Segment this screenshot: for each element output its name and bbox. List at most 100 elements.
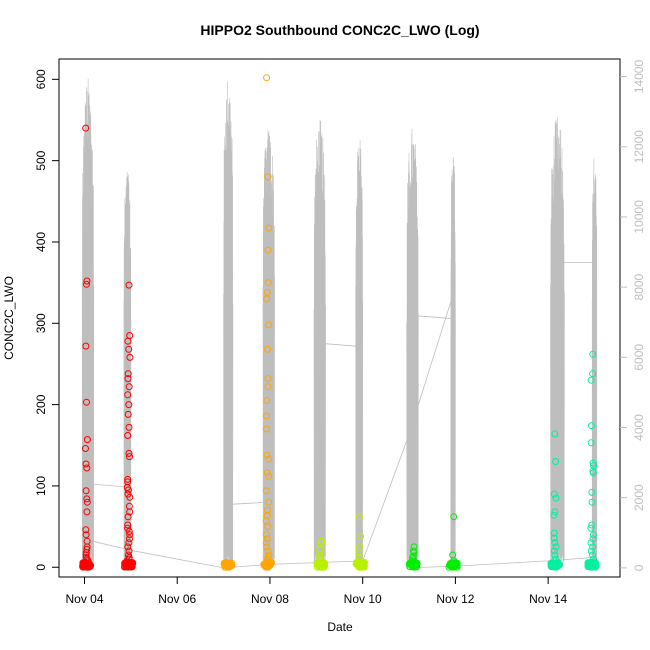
y-axis: 0 100 200 300 400 500 600 xyxy=(34,69,59,571)
data-point xyxy=(124,370,132,378)
data-point xyxy=(588,521,596,529)
data-point xyxy=(446,560,454,567)
data-point xyxy=(357,532,364,540)
y2-tick-label: 14000 xyxy=(632,60,646,94)
data-point xyxy=(264,246,272,254)
data-point xyxy=(313,559,321,567)
data-point xyxy=(126,535,133,543)
data-point xyxy=(318,537,326,545)
data-point xyxy=(122,559,130,566)
data-point xyxy=(82,124,90,132)
y-tick-label: 500 xyxy=(34,150,48,170)
y2-tick-label: 10000 xyxy=(632,200,646,234)
data-point xyxy=(313,563,321,571)
data-point xyxy=(125,401,133,409)
data-point xyxy=(124,486,132,494)
altitude-transit-line xyxy=(408,556,595,569)
y-tick-label: 100 xyxy=(34,476,48,496)
altitude-transit-line xyxy=(86,483,129,488)
y-tick-label: 600 xyxy=(34,69,48,89)
y2-tick-label: 6000 xyxy=(632,344,646,371)
data-point xyxy=(550,534,558,542)
altitude-profile-line xyxy=(81,78,95,568)
data-point xyxy=(555,560,563,568)
data-point xyxy=(126,493,134,501)
data-point xyxy=(125,449,133,457)
data-point xyxy=(268,559,275,567)
data-point xyxy=(126,353,134,361)
data-point xyxy=(355,549,363,557)
data-point xyxy=(125,281,133,289)
data-point xyxy=(589,459,597,467)
x-axis-label: Date xyxy=(327,620,353,634)
data-point xyxy=(125,547,133,555)
data-point xyxy=(124,375,132,383)
data-point xyxy=(82,526,90,534)
x-tick-label: Nov 10 xyxy=(344,592,382,606)
data-point xyxy=(125,423,133,431)
y-tick-label: 200 xyxy=(34,394,48,414)
data-point xyxy=(262,539,270,547)
data-point xyxy=(263,543,271,551)
x-tick-label: Nov 08 xyxy=(251,592,289,606)
data-point xyxy=(263,397,271,404)
data-point xyxy=(124,337,132,345)
data-point xyxy=(450,561,458,569)
data-point xyxy=(124,524,132,532)
altitude-profile-line xyxy=(355,140,364,568)
data-point xyxy=(355,513,363,521)
y-tick-label: 300 xyxy=(34,313,48,333)
altitude-transit-line xyxy=(408,314,454,320)
data-point xyxy=(124,513,132,521)
data-point xyxy=(263,412,270,420)
altitude-transit-line xyxy=(362,286,456,562)
data-point xyxy=(265,498,273,506)
data-point xyxy=(589,543,597,551)
altitude-transit-line xyxy=(320,342,363,348)
y2-tick-label: 0 xyxy=(632,564,646,571)
data-point xyxy=(263,535,271,543)
data-point xyxy=(551,508,559,516)
data-point xyxy=(551,539,559,547)
data-point xyxy=(551,430,559,438)
altitude-transit-line xyxy=(223,500,275,506)
data-point xyxy=(263,74,271,82)
y2-tick-label: 12000 xyxy=(632,130,646,164)
altitude-transit-line xyxy=(86,539,271,569)
data-point xyxy=(82,342,90,350)
data-point xyxy=(83,277,91,285)
data-point xyxy=(225,559,233,567)
y2-tick-label: 4000 xyxy=(632,414,646,441)
data-point xyxy=(83,498,91,506)
data-point xyxy=(82,487,90,495)
data-point xyxy=(263,425,270,433)
data-points-layer xyxy=(79,74,600,571)
data-point xyxy=(83,436,91,444)
data-point xyxy=(587,376,595,384)
data-point xyxy=(316,550,324,558)
y-tick-label: 400 xyxy=(34,232,48,252)
data-point xyxy=(551,562,559,570)
data-point xyxy=(82,445,89,452)
data-point xyxy=(82,531,90,539)
data-point xyxy=(550,490,558,498)
data-point xyxy=(263,295,271,303)
y2-tick-label: 8000 xyxy=(632,273,646,300)
data-point xyxy=(124,521,132,529)
data-point xyxy=(262,487,270,495)
data-point xyxy=(126,531,134,539)
altitude-profile-line xyxy=(450,157,456,567)
data-point xyxy=(121,559,129,567)
data-point xyxy=(264,375,272,383)
data-point xyxy=(588,422,595,430)
plot-frame xyxy=(58,58,621,578)
altitude-profile-layer xyxy=(81,78,598,569)
data-point xyxy=(552,560,560,568)
data-point xyxy=(83,464,91,472)
data-point xyxy=(264,345,271,353)
data-point xyxy=(83,563,91,571)
data-point xyxy=(589,350,597,358)
data-point xyxy=(126,453,133,461)
data-point xyxy=(124,410,132,418)
altitude-profile-line xyxy=(591,158,598,568)
